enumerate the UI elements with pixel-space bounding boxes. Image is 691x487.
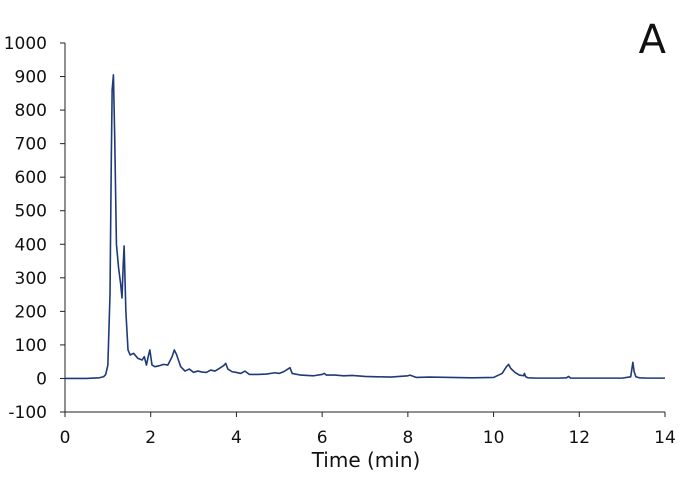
y-tick-label: 300 — [15, 269, 47, 289]
y-tick-label: 500 — [15, 202, 47, 222]
y-tick-label: 700 — [15, 135, 47, 155]
x-tick-label: 2 — [145, 428, 156, 448]
x-axis-title: Time (min) — [311, 448, 421, 472]
y-tick-label: -100 — [8, 403, 47, 423]
panel-label: A — [639, 17, 667, 63]
x-tick-label: 8 — [402, 428, 413, 448]
x-tick-label: 12 — [568, 428, 590, 448]
y-tick-label: 800 — [15, 101, 47, 121]
chromatogram-trace — [65, 74, 665, 380]
y-axis: -100 0 100 200 300 400 500 600 700 800 900 1000 — [4, 34, 66, 423]
y-tick-label: 400 — [15, 235, 47, 255]
x-tick-label: 0 — [60, 428, 71, 448]
y-tick-label: 0 — [36, 369, 47, 389]
x-tick-label: 6 — [317, 428, 328, 448]
x-tick-label: 14 — [654, 428, 676, 448]
x-tick-label: 4 — [231, 428, 242, 448]
y-tick-label: 900 — [15, 68, 47, 88]
y-tick-label: 1000 — [4, 34, 47, 54]
y-tick-label: 600 — [15, 168, 47, 188]
x-axis: 0 2 4 6 8 10 12 14 — [60, 411, 676, 448]
y-tick-label: 100 — [15, 336, 47, 356]
y-tick-label: 200 — [15, 302, 47, 322]
x-tick-label: 10 — [483, 428, 505, 448]
